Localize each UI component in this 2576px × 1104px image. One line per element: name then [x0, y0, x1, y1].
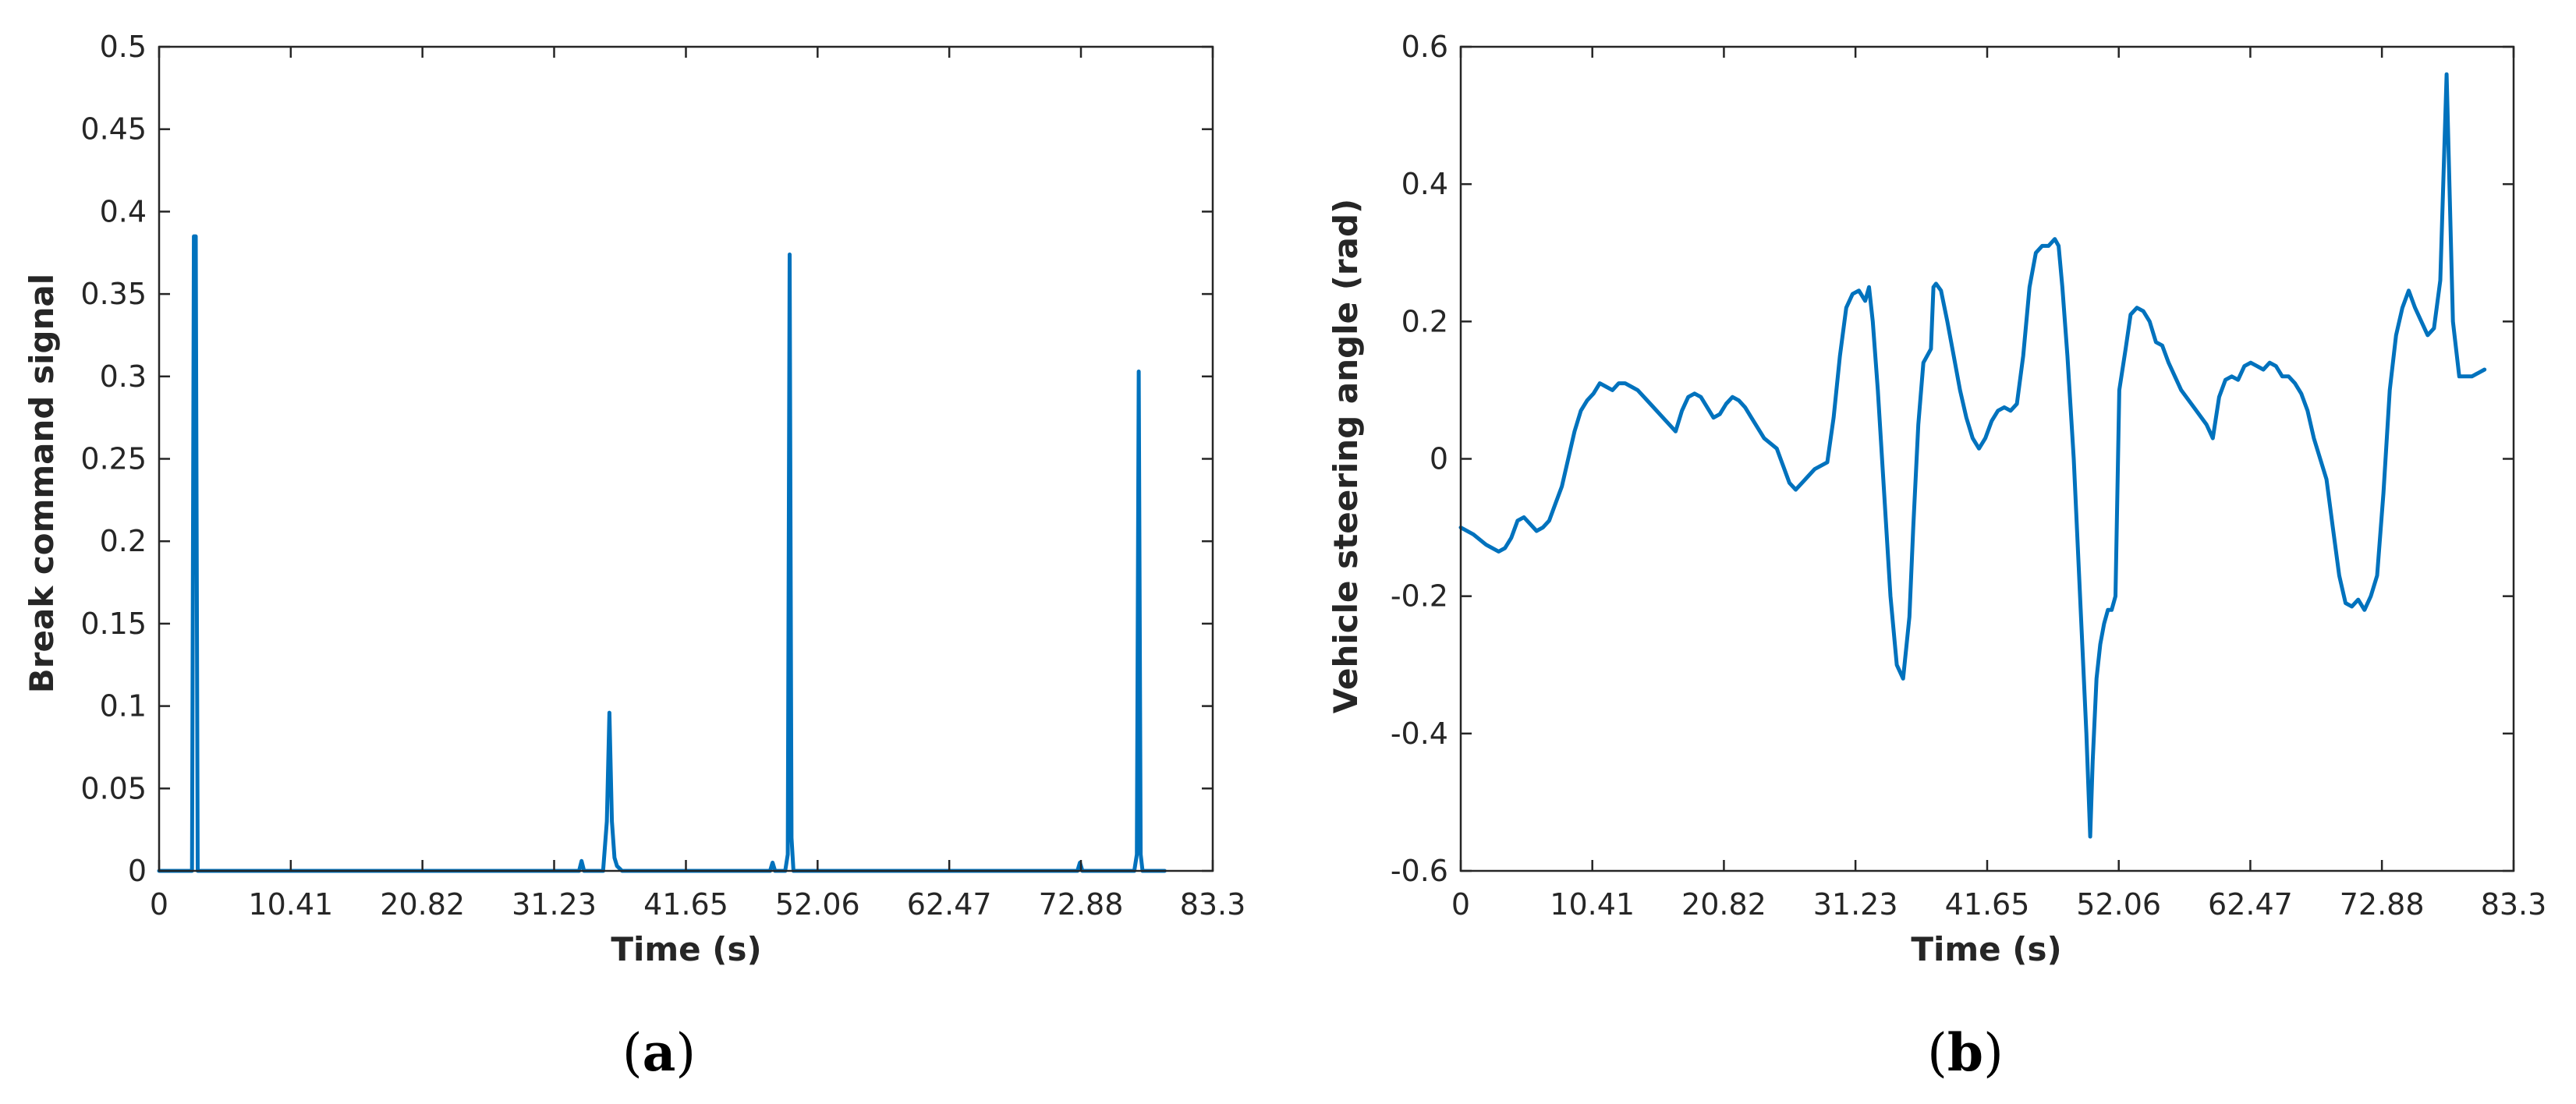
y-axis-label-b: Vehicle steering angle (rad): [1327, 199, 1365, 713]
x-tick-label-a-5: 52.06: [775, 887, 860, 922]
x-tick-label-b-5: 52.06: [2076, 887, 2161, 922]
y-tick-label-a-10: 0.5: [100, 30, 147, 64]
x-tick-label-a-8: 83.3: [1180, 887, 1246, 922]
y-tick-label-b-4: 0.2: [1401, 304, 1448, 338]
y-tick-label-a-9: 0.45: [80, 112, 147, 147]
y-tick-label-b-6: 0.6: [1401, 30, 1448, 64]
y-tick-label-a-0: 0: [128, 854, 147, 888]
x-tick-label-b-7: 72.88: [2340, 887, 2425, 922]
x-axis-label-a: Time (s): [611, 930, 761, 968]
y-tick-label-a-3: 0.15: [80, 607, 147, 641]
y-tick-label-a-6: 0.3: [100, 359, 147, 394]
series-line-b-0: [1458, 72, 2487, 839]
y-tick-label-a-2: 0.1: [100, 689, 147, 724]
x-tick-label-b-6: 62.47: [2208, 887, 2293, 922]
chart-b: 0 10.41 20.82 31.23 41.65 52.06 62.47 72.88 83.3…: [1327, 30, 2546, 1083]
x-tick-label-b-2: 20.82: [1681, 887, 1766, 922]
x-tick-label-a-4: 41.65: [643, 887, 728, 922]
y-tick-label-a-5: 0.25: [80, 442, 147, 476]
x-tick-label-a-2: 20.82: [380, 887, 465, 922]
x-tick-label-a-0: 0: [150, 887, 168, 922]
x-axis-label-b: Time (s): [1911, 930, 2061, 968]
x-tick-label-a-1: 10.41: [248, 887, 333, 922]
panel-label-b: (b): [1927, 1022, 2004, 1083]
x-tick-label-a-7: 72.88: [1039, 887, 1124, 922]
y-tick-label-b-3: 0: [1430, 442, 1448, 476]
panel-label-a: (a): [622, 1022, 696, 1083]
x-tick-label-b-1: 10.41: [1550, 887, 1635, 922]
x-tick-label-a-3: 31.23: [512, 887, 597, 922]
y-tick-label-b-1: -0.4: [1391, 717, 1448, 751]
x-tick-label-b-0: 0: [1451, 887, 1470, 922]
y-tick-label-a-8: 0.4: [100, 194, 147, 228]
plot-area-a: [159, 47, 1213, 871]
x-tick-label-a-6: 62.47: [907, 887, 992, 922]
y-axis-label-a: Break command signal: [23, 274, 61, 693]
y-tick-label-b-0: -0.6: [1391, 854, 1448, 888]
x-tick-label-b-3: 31.23: [1813, 887, 1898, 922]
y-tick-label-b-2: -0.2: [1391, 579, 1448, 614]
y-tick-label-b-5: 0.4: [1401, 167, 1448, 201]
x-tick-label-b-8: 83.3: [2481, 887, 2547, 922]
y-tick-label-a-7: 0.35: [80, 277, 147, 311]
y-tick-label-a-4: 0.2: [100, 524, 147, 558]
chart-a: 0 10.41 20.82 31.23 41.65 52.06 62.47 72.88 83.3…: [23, 30, 1245, 1083]
x-tick-label-b-4: 41.65: [1945, 887, 2030, 922]
plot-area-b: [1461, 47, 2514, 871]
y-tick-label-a-1: 0.05: [80, 771, 147, 805]
